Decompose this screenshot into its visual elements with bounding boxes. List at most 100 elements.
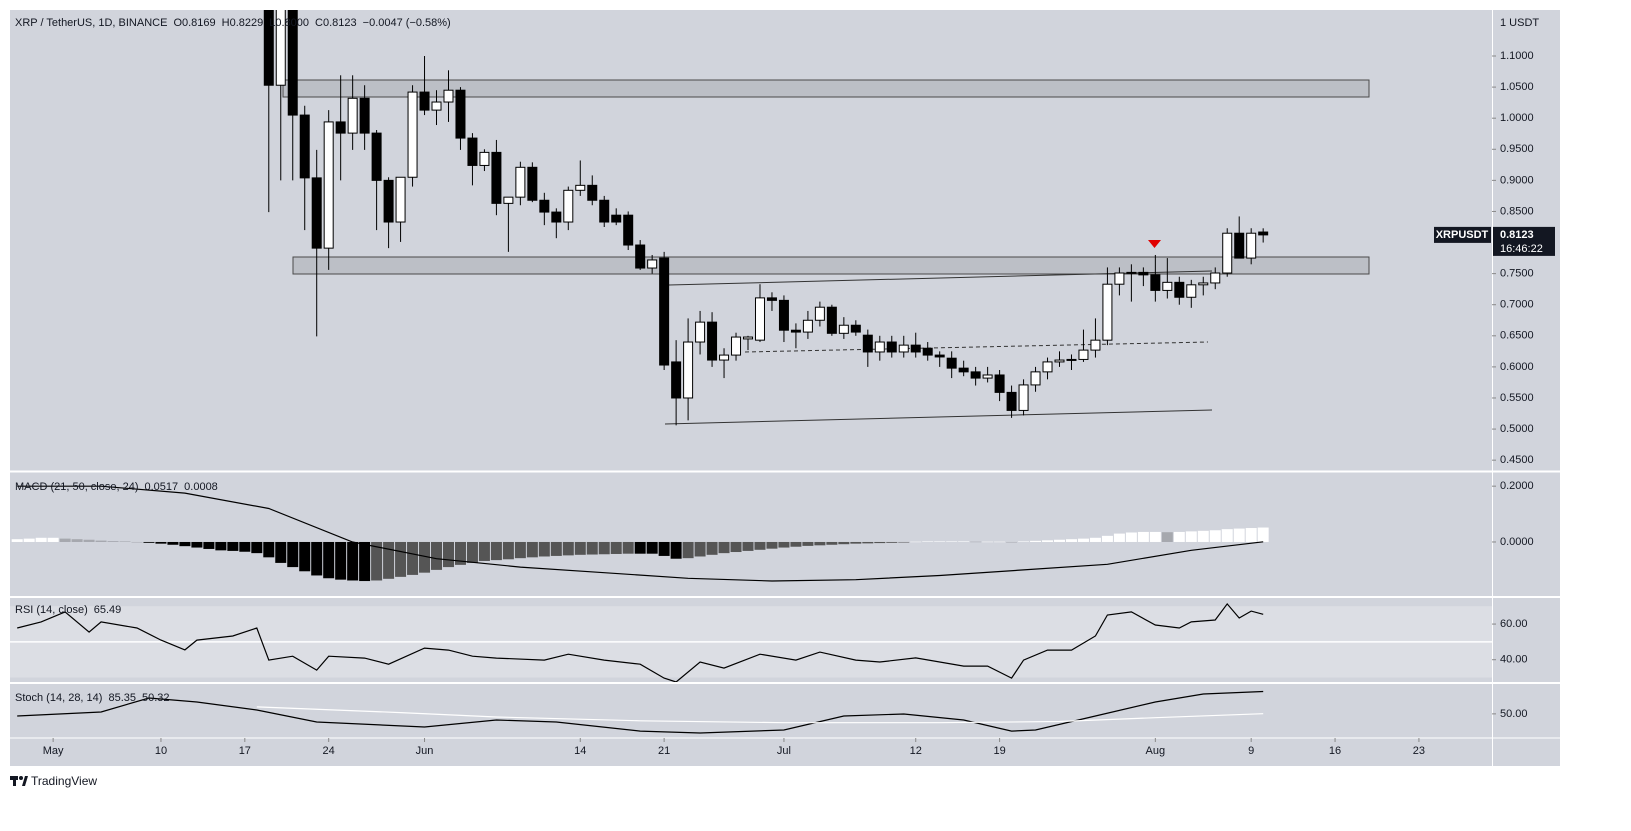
candle-body xyxy=(1102,283,1113,341)
candle-body xyxy=(958,367,969,373)
histogram-bar xyxy=(1042,540,1054,542)
histogram-bar xyxy=(179,541,191,547)
histogram-bar xyxy=(323,541,335,579)
x-tick-label: 23 xyxy=(1413,745,1425,757)
candle-body xyxy=(1138,271,1149,276)
candle-body xyxy=(431,101,442,111)
y-tick-label: 0.7500 xyxy=(1500,268,1534,280)
rsi-pane xyxy=(10,602,1492,682)
candle-body xyxy=(647,259,658,269)
x-tick-label: 19 xyxy=(993,745,1005,757)
histogram-bar xyxy=(335,541,347,580)
candle-body xyxy=(754,297,765,341)
indicator-line xyxy=(17,602,1264,682)
change: −0.0047 (−0.58%) xyxy=(363,17,451,29)
y-tick-label: 60.00 xyxy=(1500,618,1528,630)
candle-body xyxy=(731,336,742,356)
histogram-bar xyxy=(1149,531,1161,542)
histogram-bar xyxy=(658,541,670,556)
macd-pane xyxy=(11,485,1269,582)
candle-body xyxy=(515,166,526,198)
histogram-bar xyxy=(538,541,550,557)
histogram-bar xyxy=(299,541,311,572)
histogram-bar xyxy=(1173,531,1185,542)
x-tick-label: 21 xyxy=(658,745,670,757)
histogram-bar xyxy=(107,541,119,542)
candle-body xyxy=(1198,282,1209,286)
histogram-bar xyxy=(922,541,934,542)
candle-body xyxy=(802,319,813,333)
candle-body xyxy=(299,114,310,179)
histogram-bar xyxy=(119,541,131,542)
histogram-bar xyxy=(862,541,874,544)
histogram-bar xyxy=(1065,539,1077,542)
candle-body xyxy=(1066,358,1077,361)
trend-line xyxy=(664,409,1213,425)
histogram-bar xyxy=(670,541,682,559)
histogram-bar xyxy=(1113,533,1125,542)
ohlc-label: C xyxy=(315,17,323,29)
histogram-bar xyxy=(958,541,970,542)
price-tag-box xyxy=(1493,226,1555,256)
histogram-bar xyxy=(431,541,443,570)
y-tick-label: 1.0000 xyxy=(1500,112,1534,124)
candle-body xyxy=(707,321,718,361)
symbol-tag xyxy=(1434,226,1491,243)
red-arrow xyxy=(1148,240,1161,248)
histogram-bar xyxy=(850,541,862,544)
ohlc-value: 0.8229 xyxy=(230,17,264,29)
y-tick-label: 0.6500 xyxy=(1500,330,1534,342)
brand-name: TradingView xyxy=(31,774,97,788)
candle-body xyxy=(814,306,825,321)
logo-part xyxy=(13,776,16,786)
x-tick-label: 16 xyxy=(1329,745,1341,757)
right-margin xyxy=(1560,0,1631,766)
histogram-bar xyxy=(526,541,538,558)
histogram-bar xyxy=(742,541,754,551)
histogram-bar xyxy=(778,541,790,548)
histogram-bar xyxy=(227,541,239,551)
histogram-bar xyxy=(994,541,1006,543)
candle-body xyxy=(910,344,921,353)
histogram-bar xyxy=(754,541,766,550)
y-tick-label: 0.0000 xyxy=(1500,536,1534,548)
candle-body xyxy=(455,89,466,139)
histogram-bar xyxy=(215,541,227,551)
candle-body xyxy=(1186,284,1197,298)
symbol: XRP / TetherUS, 1D, BINANCE xyxy=(15,17,167,29)
histogram-bar xyxy=(95,540,107,542)
histogram-bar xyxy=(946,541,958,542)
histogram-bar xyxy=(263,541,275,558)
histogram-bar xyxy=(1221,529,1233,542)
histogram-bar xyxy=(203,541,215,549)
currency-label: 1 USDT xyxy=(1500,17,1539,29)
candle-body xyxy=(1030,371,1041,386)
x-tick-label: 9 xyxy=(1248,745,1254,757)
histogram-bar xyxy=(910,541,922,543)
candle-body xyxy=(790,329,801,333)
histogram-bar xyxy=(1054,539,1066,542)
candle-body xyxy=(970,371,981,379)
histogram-bar xyxy=(802,541,814,546)
price-tag: XRPUSDT 0.8123 16:46:22 xyxy=(1434,226,1555,256)
histogram-bar xyxy=(826,541,838,545)
candle-body xyxy=(982,374,993,379)
y-tick-label: 0.4500 xyxy=(1500,454,1534,466)
x-tick-label: May xyxy=(43,745,64,757)
histogram-bar xyxy=(766,541,778,549)
histogram-bar xyxy=(1197,530,1209,542)
candle-body xyxy=(419,91,430,111)
symbol-tag-text: XRPUSDT xyxy=(1436,229,1489,241)
histogram-bar xyxy=(886,541,898,543)
candle-body xyxy=(862,334,873,353)
histogram-bar xyxy=(514,541,526,559)
histogram-bar xyxy=(47,537,59,542)
histogram-bar xyxy=(874,541,886,544)
candle-body xyxy=(1162,281,1173,291)
ohlc-value: 0.8123 xyxy=(323,17,357,29)
candle-body xyxy=(671,361,682,399)
histogram-bar xyxy=(395,541,407,577)
x-tick-label: 10 xyxy=(155,745,167,757)
y-tick-label: 1.1000 xyxy=(1500,50,1534,62)
left-margin xyxy=(0,0,10,766)
